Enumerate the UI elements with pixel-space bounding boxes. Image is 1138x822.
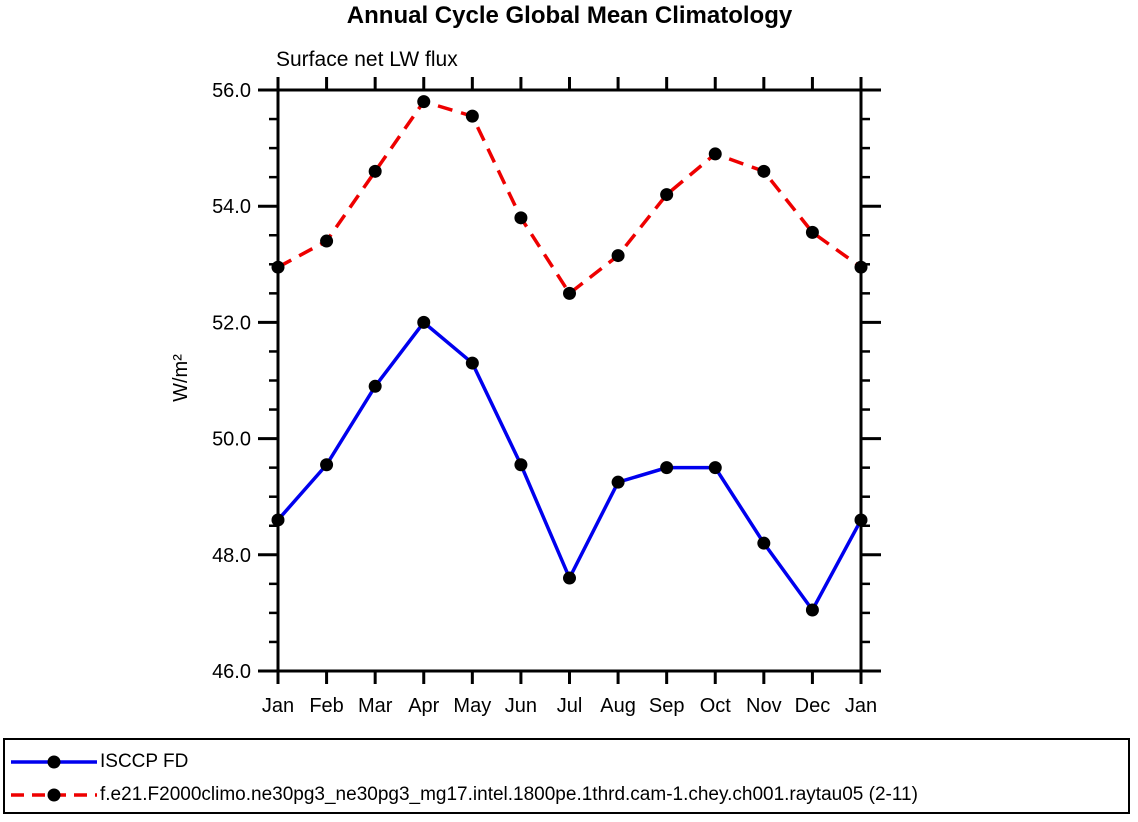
x-tick-label: Apr [408,695,439,717]
x-tick-label: Jan [845,695,877,717]
data-point [563,286,576,300]
legend-box: ISCCP FD f.e21.F2000climo.ne30pg3_ne30pg… [3,738,1130,814]
legend-sample-marker [47,755,61,768]
x-tick-label: Dec [795,695,831,717]
data-point [465,356,479,370]
data-point [563,571,576,585]
data-point [514,211,528,225]
legend-sample-marker [47,788,61,801]
data-point [757,164,771,178]
y-tick-label: 52.0 [212,312,251,334]
data-point [805,225,819,239]
chart-subtitle: Surface net LW flux [276,48,458,71]
x-tick-label: Jul [557,695,583,717]
data-point [320,234,334,248]
x-tick-label: Sep [649,695,685,717]
data-point [271,260,285,274]
y-tick-label: 46.0 [212,661,251,683]
data-point [368,379,382,393]
x-tick-label: Jan [262,695,294,717]
x-tick-label: Aug [600,695,636,717]
y-tick-label: 48.0 [212,545,251,567]
x-tick-label: Nov [746,695,782,717]
chart-title: Annual Cycle Global Mean Climatology [346,2,793,29]
data-point [757,536,771,550]
data-point [514,458,528,472]
x-tick-label: Mar [358,695,393,717]
data-point [611,475,625,489]
x-tick-label: May [453,695,491,717]
data-point [465,109,479,123]
legend-label-isccp: ISCCP FD [100,750,189,772]
x-tick-label: Oct [700,695,732,717]
data-point [854,260,868,274]
series-line-model [277,99,863,296]
chart-canvas: 46.0 48.0 50.0 52.0 54.0 56.0 Jan Feb Mar Apr May J… [212,77,881,717]
y-tick-label: 54.0 [212,196,251,218]
data-point [417,95,431,109]
data-point [854,513,868,527]
legend-entry-isccp: ISCCP FD [10,745,1128,778]
x-tick-label: Jun [505,695,537,717]
legend-label-model: f.e21.F2000climo.ne30pg3_ne30pg3_mg17.in… [100,783,918,805]
x-tick-label: Feb [309,695,343,717]
legend-entry-model: f.e21.F2000climo.ne30pg3_ne30pg3_mg17.in… [10,778,1128,811]
series-line-isccp-fd [276,319,863,614]
data-point [708,147,722,161]
data-point [320,458,334,472]
legend-line-sample-model [11,788,97,801]
y-tick-label: 56.0 [212,80,251,102]
legend-line-sample-isccp [11,755,97,768]
data-point [708,461,722,475]
data-point [611,249,625,263]
data-point [417,315,431,329]
data-point [271,513,285,527]
data-point [368,164,382,178]
data-point [660,461,674,475]
data-point [660,188,674,202]
data-point [805,603,819,617]
y-tick-label: 50.0 [212,429,251,451]
